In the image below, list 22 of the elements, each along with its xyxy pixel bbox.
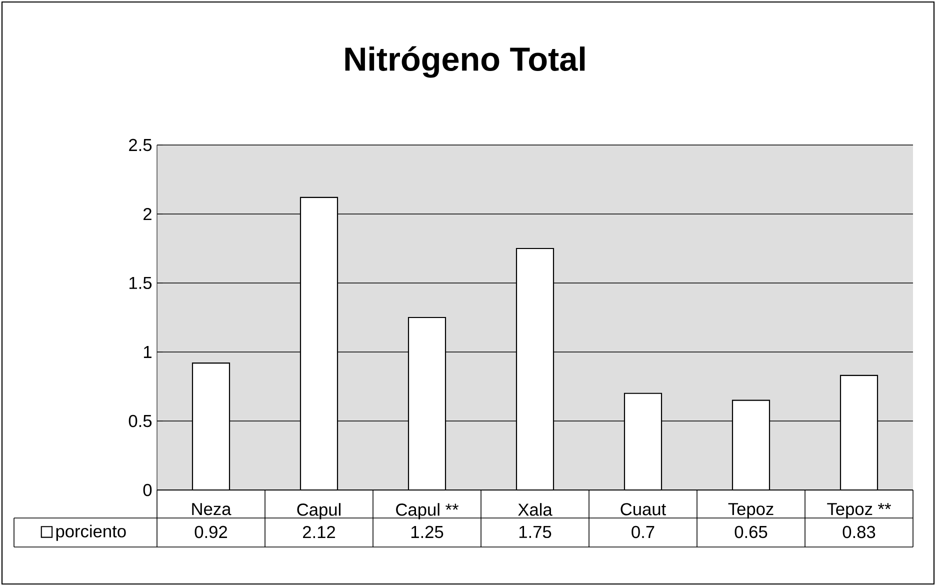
x-tick-label: Capul ** [396, 503, 459, 520]
y-tick-label: 0 [143, 484, 152, 496]
x-tick-label: Capul [297, 503, 340, 520]
data-label: 0.92 [194, 526, 227, 538]
data-label: 1.75 [519, 526, 552, 538]
x-tick-label: Cuaut [620, 503, 666, 516]
x-tick-label: Neza [192, 503, 232, 516]
y-tick-label: 1 [144, 346, 152, 358]
y-tick-label: 0.5 [128, 414, 152, 428]
y-tick-label: 2.5 [129, 138, 152, 152]
x-tick-label: Xala [518, 503, 552, 516]
x-tick-label: Tepoz ** [827, 503, 891, 519]
chart-title: Nitrógeno Total [345, 46, 585, 78]
data-label: 0.83 [842, 526, 876, 538]
x-tick-label: Tepoz [728, 503, 774, 519]
data-label: 2.12 [303, 526, 335, 538]
y-tick-label: 2 [144, 208, 152, 220]
data-label: 0.7 [632, 526, 654, 538]
data-label: 0.65 [734, 526, 768, 538]
data-label: 1.25 [411, 526, 444, 538]
legend-label: porciento [56, 524, 126, 541]
y-tick-label: 1.5 [130, 276, 152, 290]
